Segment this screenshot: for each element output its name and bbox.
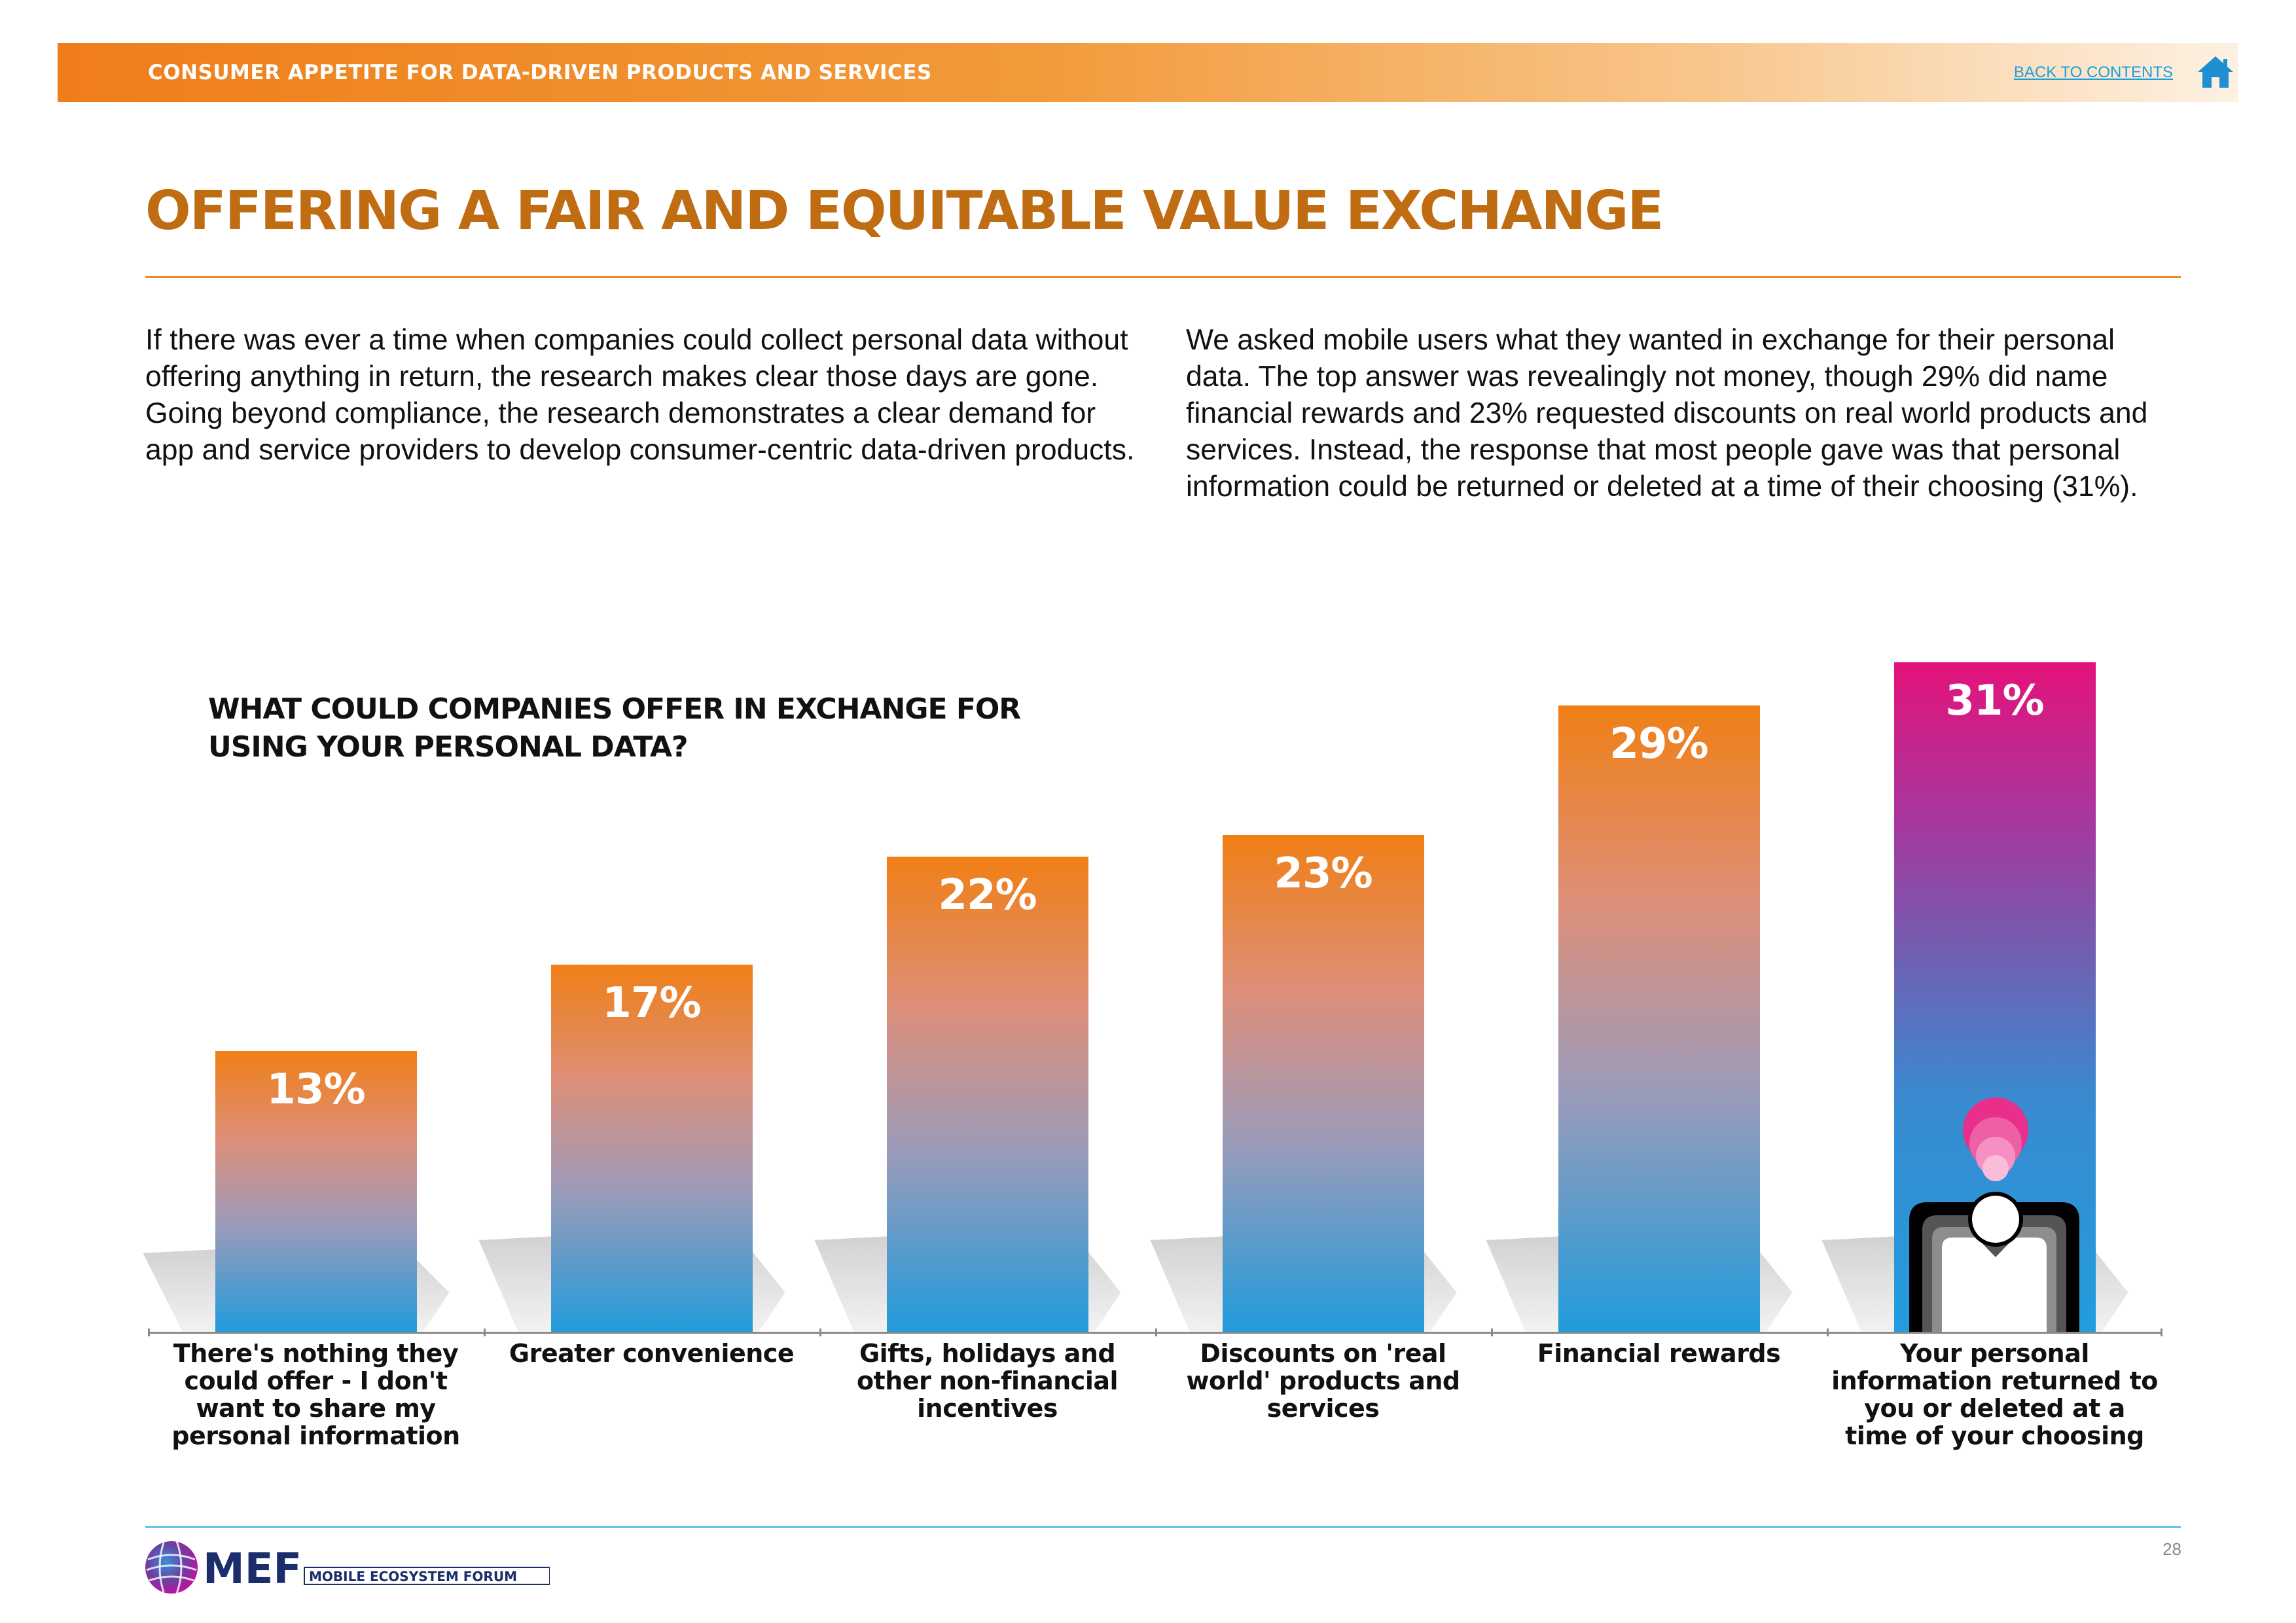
section-header-bar: CONSUMER APPETITE FOR DATA-DRIVEN PRODUC… [58,43,2238,102]
bar-value-label: 31% [1945,677,2044,725]
category-label: Your personal information returned to yo… [1831,1339,2158,1450]
intro-paragraph-right: We asked mobile users what they wanted i… [1186,324,2148,503]
bar [1558,705,1760,1332]
mef-logo: MEF MOBILE ECOSYSTEM FORUM [145,1541,550,1594]
logo-text: MEF [203,1545,302,1594]
category-label: Greater convenience [509,1339,795,1368]
home-icon[interactable] [2197,54,2234,90]
chart-title: WHAT COULD COMPANIES OFFER IN EXCHANGE F… [208,692,1021,764]
x-axis [148,1332,2162,1334]
bar-value-label: 29% [1609,720,1708,768]
bar [1222,835,1424,1332]
category-label: There's nothing they could offer - I don… [171,1339,460,1450]
bar-value-label: 22% [938,871,1037,919]
page-title: OFFERING A FAIR AND EQUITABLE VALUE EXCH… [145,180,1664,242]
bar [215,1051,417,1332]
bar [550,965,753,1332]
bar [886,857,1088,1332]
category-label: Financial rewards [1537,1339,1781,1368]
category-label: Gifts, holidays and other non-financial … [856,1339,1119,1423]
person-with-signal-icon [1909,1097,2079,1332]
footer-divider [145,1526,2181,1528]
intro-paragraph-left: If there was ever a time when companies … [145,324,1135,466]
bar-value-label: 17% [602,979,701,1027]
bar-value-label: 23% [1274,849,1372,898]
section-title: CONSUMER APPETITE FOR DATA-DRIVEN PRODUC… [148,61,932,84]
page-number: 28 [2162,1539,2181,1559]
back-to-contents-link[interactable]: BACK TO CONTENTS [2013,63,2173,81]
title-divider [145,276,2181,278]
category-label: Discounts on 'real world' products and s… [1186,1339,1460,1423]
bar-value-label: 13% [266,1065,365,1114]
logo-subtext: MOBILE ECOSYSTEM FORUM [309,1569,517,1584]
